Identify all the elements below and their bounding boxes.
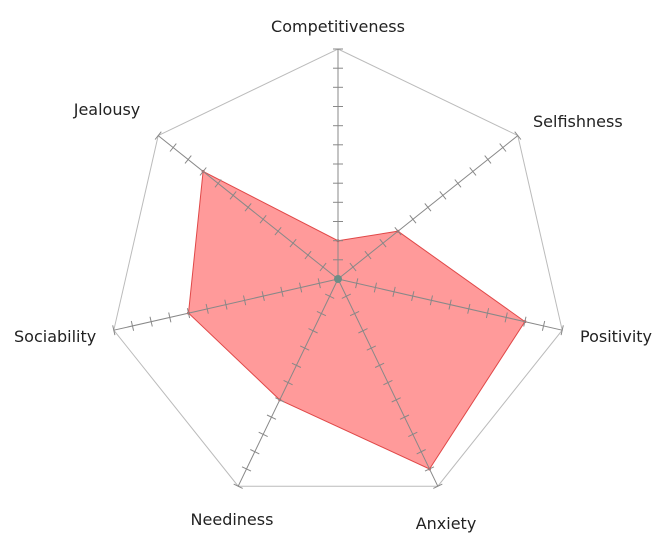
outer-polygon-layer [113,48,563,487]
axis-tick [250,449,260,455]
axis-tick [364,250,372,260]
axis-tick [391,397,401,403]
axis-tick [112,325,116,336]
outer-polygon [113,48,563,487]
axis-tick [259,214,267,224]
axis-tick [243,295,247,306]
axis-tick [154,131,162,140]
axis-tick [214,179,222,188]
axis-tick [149,316,153,327]
axis-tick [274,226,282,236]
axis-tick [424,466,435,472]
axis-tick [366,345,377,351]
axis-label-competitiveness: Competitiveness [271,17,405,36]
axis-tick [258,431,268,438]
axis-tick [291,362,302,368]
axis-tick [233,483,243,489]
axis-label-selfishness: Selfishness [533,112,623,131]
axis-tick [411,291,415,302]
axis-tick [373,282,377,293]
axis-tick [392,286,396,297]
axis-tick [514,131,522,140]
axis-tick [283,379,293,386]
axis-tick [467,303,471,314]
axis-ticks-layer [112,48,564,489]
axis-label-sociability: Sociability [14,327,96,346]
axis-tick [448,299,452,310]
axis-label-anxiety: Anxiety [416,514,477,533]
axis-tick [439,191,447,200]
axis-tick [169,143,177,152]
axis-tick [523,316,527,327]
axis-tick [424,203,432,212]
axis-tick [168,312,172,323]
axis-tick [224,299,228,310]
axis-tick [394,226,402,236]
axis-tick [184,155,192,164]
center-point [334,275,342,283]
axis-tick [130,320,135,331]
axis-tick [379,238,387,248]
axis-tick [560,325,564,336]
axis-tick [504,312,508,323]
axis-tick [289,238,297,248]
axis-tick [205,303,209,314]
series-area-0 [187,170,526,470]
axis-tick [341,293,352,299]
axis-tick [299,282,303,293]
axis-tick [199,167,207,176]
axis-label-neediness: Neediness [191,510,274,529]
axis-labels-layer: Competitiveness Selfishness Positivity Anxi… [14,17,652,533]
axis-tick [299,345,310,351]
axis-tick [374,362,385,368]
axis-tick [358,328,368,334]
axis-tick [484,155,492,164]
axis-tick [244,203,252,212]
axis-label-jealousy: Jealousy [73,100,141,119]
axis-tick [280,286,284,297]
axis-tick [261,291,265,302]
axis-tick [499,143,507,152]
axis-tick [485,308,490,319]
axis-tick [416,449,426,455]
axis-tick [355,278,359,289]
axis-tick [349,310,360,317]
axis-tick [229,191,237,200]
axis-tick [469,167,477,176]
axis-tick [383,379,393,386]
axis-tick [275,397,285,403]
series-area-layer [187,169,527,471]
axis-tick [454,179,462,188]
axis-tick [541,320,546,331]
axis-label-positivity: Positivity [580,327,652,346]
axis-tick [186,308,191,319]
axis-tick [308,328,318,334]
axis-tick [241,466,252,472]
center-layer [334,275,342,283]
axis-tick [319,262,327,272]
axis-tick [349,262,357,272]
axis-tick [316,310,327,317]
axis-tick [317,278,321,289]
axis-tick [408,431,418,438]
axis-tick [409,214,417,224]
axis-tick [433,483,443,489]
axis-tick [324,293,335,299]
axis-tick [266,414,277,420]
axis-tick [399,414,410,420]
axis-tick [429,295,433,306]
axis-tick [304,250,312,260]
